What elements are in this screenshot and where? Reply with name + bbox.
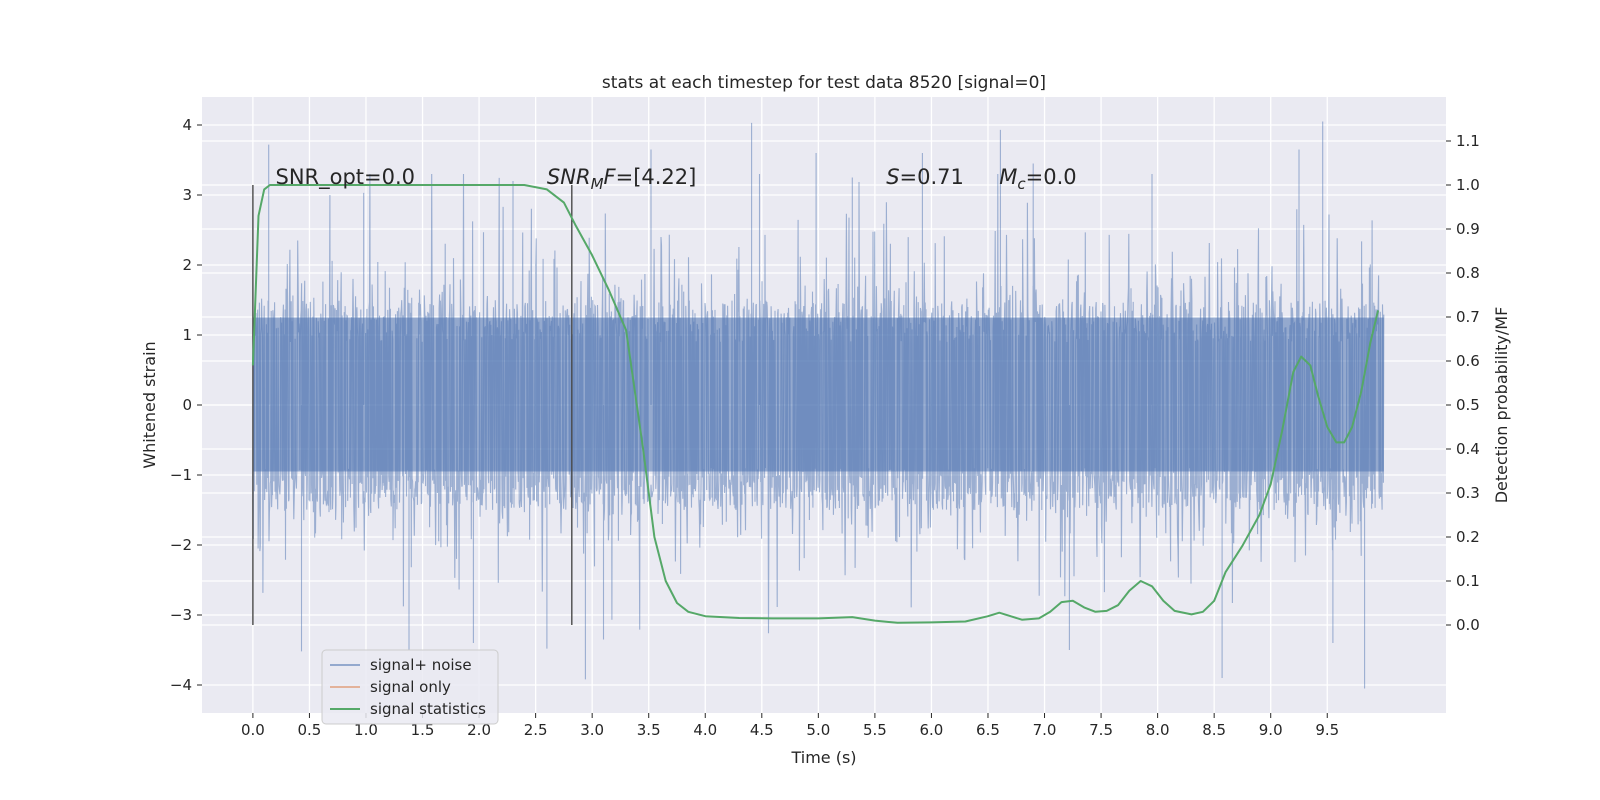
- x-tick-label: 9.0: [1259, 721, 1283, 739]
- y-tick-label: 3: [182, 186, 192, 204]
- x-tick-label: 9.5: [1315, 721, 1339, 739]
- x-tick-label: 7.0: [1033, 721, 1057, 739]
- x-tick-label: 5.0: [806, 721, 830, 739]
- x-tick-label: 3.5: [637, 721, 661, 739]
- y2-tick-label: 0.5: [1456, 396, 1480, 414]
- x-tick-label: 4.0: [693, 721, 717, 739]
- y2-tick-label: 1.0: [1456, 176, 1480, 194]
- legend: signal+ noise signal only signal statistic…: [321, 649, 499, 725]
- annotations: SNR_opt=0.0 SNRMF=[4.22] S=0.71 Mc=0.0: [276, 165, 1077, 193]
- x-tick-label: 1.5: [411, 721, 435, 739]
- y2-axis-label: Detection probability/MF: [1492, 307, 1511, 504]
- x-tick-label: 8.0: [1146, 721, 1170, 739]
- annotation-text: Mc=0.0: [999, 165, 1076, 193]
- y2-tick-label: 0.7: [1456, 308, 1480, 326]
- y2-tick-labels: 0.0 0.1 0.2 0.3 0.4 0.5 0.6 0.7 0.8 0.9 1.0 1.1: [1446, 132, 1480, 634]
- y-tick-label: −2: [170, 536, 192, 554]
- noise-core-band: [252, 317, 1384, 472]
- legend-label: signal+ noise: [370, 656, 472, 674]
- x-tick-label: 8.5: [1202, 721, 1226, 739]
- y2-tick-label: 0.1: [1456, 572, 1480, 590]
- x-tick-label: 2.5: [524, 721, 548, 739]
- annotation-text: SNR_opt=0.0: [276, 165, 416, 190]
- x-tick-label: 6.5: [976, 721, 1000, 739]
- statistics-line: [251, 184, 1380, 624]
- y2-tick-label: 0.6: [1456, 352, 1480, 370]
- chart-title: stats at each timestep for test data 852…: [602, 73, 1046, 93]
- annotation-text: S=0.71: [886, 165, 964, 189]
- y-tick-label: −3: [170, 606, 192, 624]
- y2-tick-label: 0.8: [1456, 264, 1480, 282]
- y-tick-label: 1: [182, 326, 192, 344]
- legend-label: signal only: [370, 678, 451, 696]
- x-tick-label: 0.0: [241, 721, 265, 739]
- x-tick-label: 2.0: [467, 721, 491, 739]
- x-tick-label: 7.5: [1089, 721, 1113, 739]
- legend-box: [321, 649, 499, 725]
- series-signal-noise: [252, 121, 1385, 689]
- y-tick-label: 2: [182, 256, 192, 274]
- x-tick-label: 0.5: [298, 721, 322, 739]
- y-tick-label: −1: [170, 466, 192, 484]
- y-axis-label: Whitened strain: [140, 341, 159, 468]
- vertical-markers: [252, 185, 573, 625]
- y2-tick-label: 0.0: [1456, 616, 1480, 634]
- legend-label: signal statistics: [370, 700, 486, 718]
- y-tick-label: 4: [182, 116, 192, 134]
- x-tick-label: 6.0: [920, 721, 944, 739]
- y-tick-label: −4: [170, 676, 192, 694]
- y2-tick-label: 1.1: [1456, 132, 1480, 150]
- annotation-text: SNRMF=[4.22]: [547, 165, 696, 193]
- y-tick-labels: −4 −3 −2 −1 0 1 2 3 4: [170, 116, 202, 694]
- x-tick-label: 5.5: [863, 721, 887, 739]
- x-axis-label: Time (s): [790, 748, 856, 767]
- x-tick-label: 4.5: [750, 721, 774, 739]
- x-tick-label: 1.0: [354, 721, 378, 739]
- y-tick-label: 0: [182, 396, 192, 414]
- x-tick-labels: 0.0 0.5 1.0 1.5 2.0 2.5 3.0 3.5 4.0 4.5 5.0 5.5 6.0 6…: [241, 713, 1339, 739]
- y2-tick-label: 0.9: [1456, 220, 1480, 238]
- series-signal-statistics: [251, 184, 1380, 624]
- y2-tick-label: 0.3: [1456, 484, 1480, 502]
- y2-tick-label: 0.2: [1456, 528, 1480, 546]
- x-tick-label: 3.0: [580, 721, 604, 739]
- y2-tick-label: 0.4: [1456, 440, 1480, 458]
